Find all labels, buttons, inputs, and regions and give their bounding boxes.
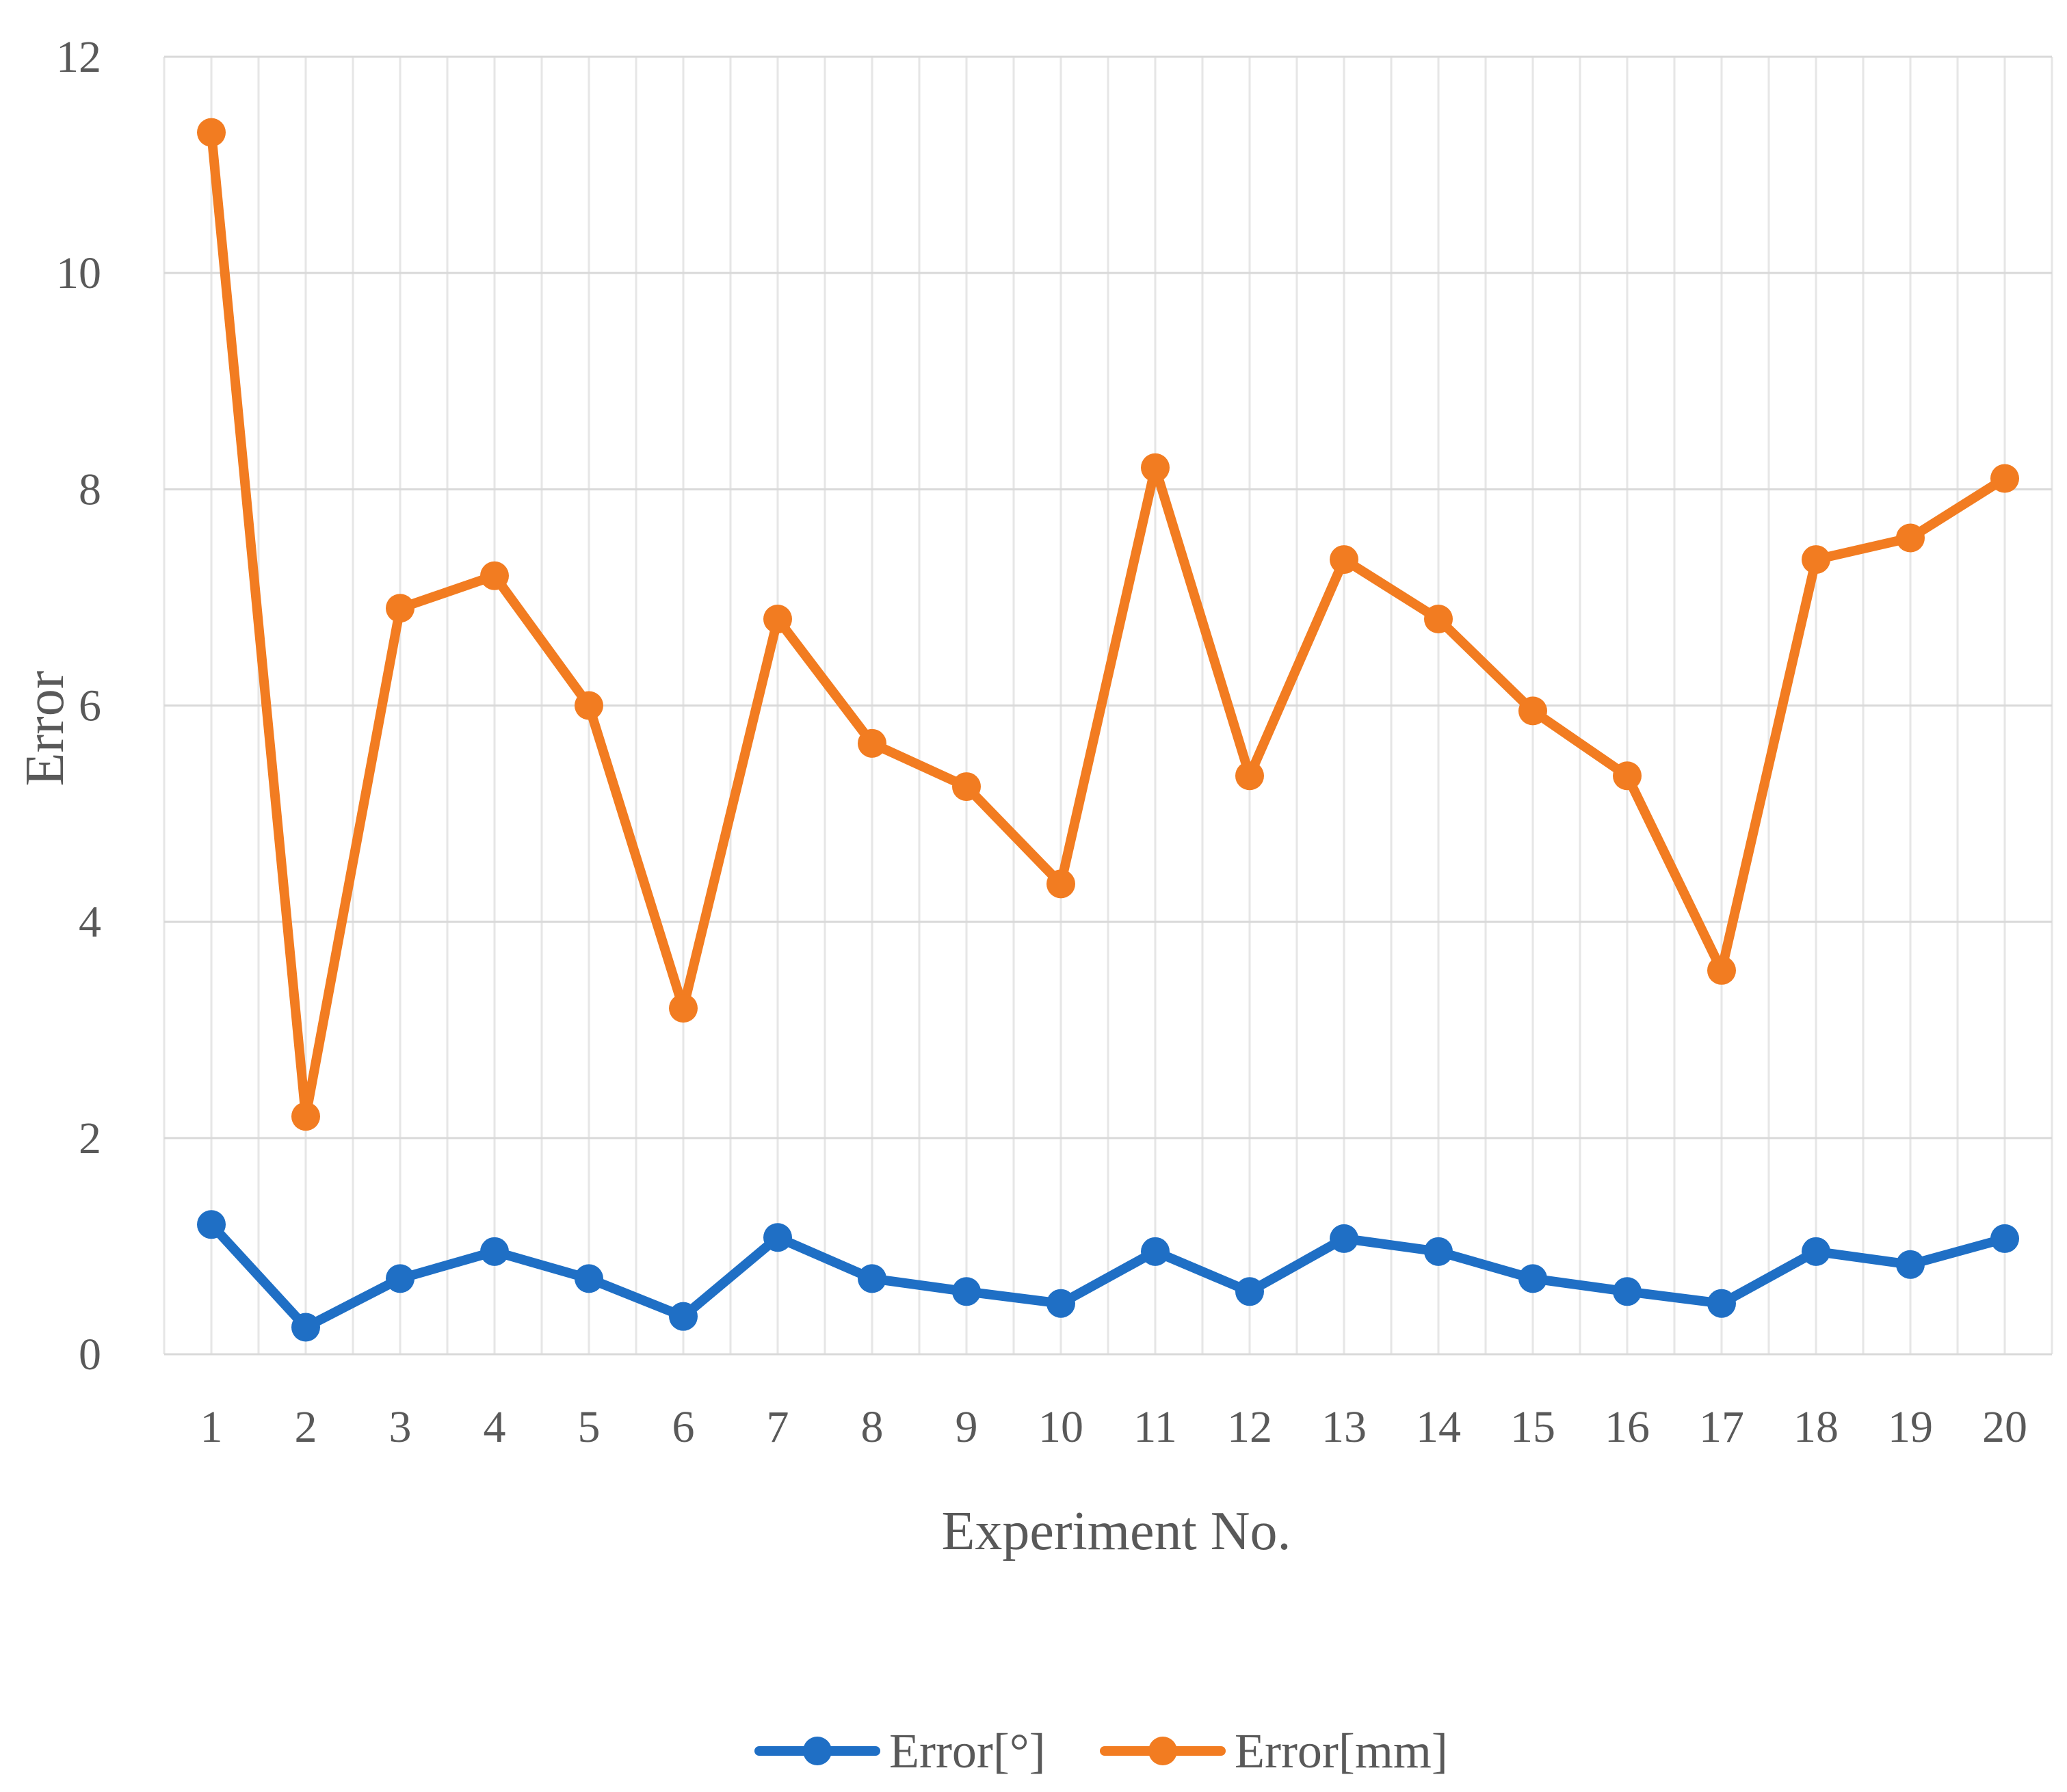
data-point xyxy=(858,728,886,758)
data-point xyxy=(1518,1264,1547,1293)
series-line xyxy=(207,127,2010,1122)
y-tick-label: 10 xyxy=(56,248,101,298)
x-tick-label: 1 xyxy=(200,1402,223,1452)
legend-item: Error[°] xyxy=(754,1724,1046,1778)
data-point xyxy=(1518,696,1547,726)
x-axis-title: Experiment No. xyxy=(942,1501,1291,1562)
data-point xyxy=(1802,545,1830,575)
data-point xyxy=(1235,761,1264,791)
data-point xyxy=(197,1210,226,1239)
data-point xyxy=(575,691,603,720)
legend-marker xyxy=(1148,1737,1177,1765)
x-tick-label: 4 xyxy=(484,1402,506,1452)
x-tick-label: 12 xyxy=(1227,1402,1272,1452)
x-tick-label: 13 xyxy=(1321,1402,1367,1452)
series-group xyxy=(197,118,2019,1342)
y-tick-label: 0 xyxy=(79,1330,101,1380)
data-point xyxy=(1802,1237,1830,1266)
data-point xyxy=(197,118,226,147)
data-point xyxy=(669,994,698,1023)
data-point xyxy=(1330,1224,1358,1253)
data-point xyxy=(1330,545,1358,575)
y-axis-title: Error xyxy=(15,671,75,787)
data-point xyxy=(1424,1237,1453,1266)
data-point xyxy=(480,1237,509,1266)
x-tick-label: 17 xyxy=(1699,1402,1744,1452)
data-point xyxy=(1990,464,2019,493)
data-point xyxy=(763,605,792,634)
series-2 xyxy=(197,118,2019,1131)
data-point xyxy=(1707,1289,1736,1318)
legend-label: Error[°] xyxy=(889,1724,1046,1778)
data-point xyxy=(763,1223,792,1252)
legend: Error[°] Error[mm] xyxy=(754,1724,1448,1778)
x-tick-label: 7 xyxy=(767,1402,789,1452)
x-tick-label: 2 xyxy=(295,1402,317,1452)
y-tick-label: 8 xyxy=(79,464,101,514)
data-point xyxy=(952,1277,981,1306)
grid xyxy=(163,55,2053,1356)
data-point xyxy=(291,1313,320,1342)
data-point xyxy=(1896,523,1925,553)
y-tick-label: 6 xyxy=(79,681,101,731)
x-tick-label: 9 xyxy=(956,1402,978,1452)
data-point xyxy=(386,594,414,623)
data-point xyxy=(669,1302,698,1331)
data-point xyxy=(1613,761,1642,791)
x-axis-ticks: 1 2 3 4 5 6 7 8 9 10 11 12 13 14 15 16 17 18 19 20 xyxy=(200,1402,2028,1452)
x-tick-label: 16 xyxy=(1605,1402,1650,1452)
x-tick-label: 15 xyxy=(1510,1402,1555,1452)
x-tick-label: 14 xyxy=(1416,1402,1461,1452)
x-tick-label: 18 xyxy=(1793,1402,1839,1452)
x-tick-label: 5 xyxy=(578,1402,601,1452)
y-tick-label: 12 xyxy=(56,32,101,82)
series-1 xyxy=(197,1210,2019,1342)
x-tick-label: 6 xyxy=(672,1402,695,1452)
data-point xyxy=(1990,1224,2019,1253)
x-tick-label: 8 xyxy=(861,1402,884,1452)
legend-label: Error[mm] xyxy=(1235,1724,1448,1778)
data-point xyxy=(1896,1250,1925,1279)
y-tick-label: 4 xyxy=(79,897,101,947)
y-axis-ticks: 0 2 4 6 8 10 12 xyxy=(56,32,101,1380)
data-point xyxy=(952,772,981,802)
x-tick-label: 20 xyxy=(1982,1402,2027,1452)
series-line xyxy=(207,1220,2010,1332)
x-tick-label: 11 xyxy=(1133,1402,1177,1452)
legend-marker xyxy=(803,1737,832,1765)
data-point xyxy=(1046,1289,1075,1318)
x-tick-label: 19 xyxy=(1888,1402,1933,1452)
x-tick-label: 3 xyxy=(389,1402,412,1452)
data-point xyxy=(1424,605,1453,634)
x-tick-label: 10 xyxy=(1038,1402,1083,1452)
data-point xyxy=(575,1264,603,1293)
legend-item: Error[mm] xyxy=(1100,1724,1448,1778)
y-tick-label: 2 xyxy=(79,1114,101,1163)
data-point xyxy=(480,561,509,590)
data-point xyxy=(1046,869,1075,899)
data-point xyxy=(1141,453,1170,482)
data-point xyxy=(1141,1237,1170,1266)
data-point xyxy=(1613,1277,1642,1306)
data-point xyxy=(291,1102,320,1131)
data-point xyxy=(1707,956,1736,985)
data-point xyxy=(1235,1277,1264,1306)
data-point xyxy=(386,1264,414,1293)
data-point xyxy=(858,1264,886,1293)
